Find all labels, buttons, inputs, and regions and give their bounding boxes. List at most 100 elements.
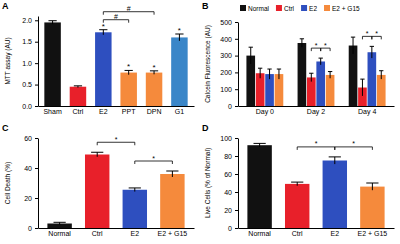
error-bar (254, 143, 266, 147)
error-bar-cap (249, 47, 253, 48)
x-tick-label: Normal (248, 230, 271, 237)
legend-item: E2 + G15 (324, 5, 360, 12)
legend-label: E2 + G15 (332, 5, 360, 12)
plot-area: 0204060NormalCtrlE2E2 + G15** (24, 135, 194, 237)
panel: 0.00.51.01.52.0ShamCtrlE2PPTDPNG1****##M… (2, 1, 195, 115)
error-bar-stem (269, 69, 270, 79)
x-tick-label: E2 + G15 (157, 230, 187, 237)
legend-swatch (240, 5, 246, 11)
bar (85, 155, 109, 229)
legend-swatch (276, 5, 282, 11)
bar (326, 75, 335, 106)
x-tick-label: Normal (48, 230, 71, 237)
y-tick: 40 (224, 189, 238, 196)
legend-label: Normal (248, 5, 270, 12)
y-tick-label: 100 (220, 86, 232, 93)
significance-mark: * (178, 26, 181, 35)
x-tick-label: Ctrl (92, 230, 103, 237)
y-tick-label: 400 (220, 36, 232, 43)
x-tick: Ctrl (92, 230, 103, 237)
bar (95, 32, 111, 106)
y-tick-mark (35, 63, 38, 64)
error-bar (351, 37, 355, 54)
y-tick-mark (35, 42, 38, 43)
x-tick-label: Day 0 (256, 108, 274, 116)
significance-mark: * (315, 42, 318, 49)
error-bar (309, 73, 313, 81)
bar (120, 73, 136, 106)
error-bar-stem (353, 37, 354, 54)
error-bar-stem (320, 58, 321, 65)
error-bar-stem (334, 157, 335, 164)
x-tick-label: E2 (131, 230, 140, 237)
panel: 0204060NormalCtrlE2E2 + G15**Cell Death … (2, 123, 195, 237)
y-tick: 500 (220, 19, 238, 26)
panel-label: C (2, 123, 9, 133)
error-bar-stem (311, 73, 312, 81)
error-bar-stem (52, 21, 53, 24)
error-bar-cap (48, 20, 56, 21)
y-tick-mark (35, 106, 38, 107)
y-axis-title: Calcein Fluorescence (AU) (204, 25, 212, 103)
y-axis-line (238, 23, 239, 107)
bar (316, 61, 325, 106)
error-bar-cap (328, 71, 332, 72)
y-tick-label: 0 (228, 225, 232, 232)
significance-mark: * (127, 62, 130, 71)
error-bar-cap (360, 79, 364, 80)
error-bar-stem (97, 152, 98, 157)
error-bar (166, 171, 178, 177)
y-tick-mark (235, 156, 238, 157)
significance-mark: * (324, 42, 327, 49)
y-tick-mark (235, 210, 238, 211)
error-bar-cap (300, 38, 304, 39)
error-bar-cap (351, 37, 355, 38)
error-bar (249, 47, 253, 64)
y-tick-label: 40 (24, 165, 32, 172)
error-bar-stem (301, 39, 302, 47)
y-axis-title: MTT assay (AU) (4, 37, 12, 84)
y-axis: 0100200300400500 (220, 19, 238, 110)
error-bar-stem (172, 171, 173, 177)
marks (44, 21, 187, 106)
error-bar (360, 79, 364, 96)
panel-label: A (2, 1, 9, 11)
y-tick: 2.0 (22, 17, 38, 24)
y-tick-label: 500 (220, 19, 232, 26)
panel: 0100200300400500Day 0Day 2Day 4****Calce… (202, 1, 395, 116)
bar (360, 187, 384, 228)
x-tick: Day 4 (358, 108, 376, 116)
y-axis: 020406080100 (220, 135, 238, 232)
error-bar-stem (259, 143, 260, 147)
x-tick: E2 + G15 (157, 230, 187, 237)
significance-mark: * (375, 30, 378, 37)
plot-area: 0100200300400500Day 0Day 2Day 4**** (220, 19, 394, 116)
x-tick: E2 (131, 230, 140, 237)
error-bar-stem (260, 68, 261, 78)
legend-item: Ctrl (276, 5, 295, 12)
error-bar-stem (134, 188, 135, 192)
x-tick: Ctrl (73, 108, 84, 115)
error-bar (129, 188, 141, 192)
y-tick: 1.0 (22, 60, 38, 67)
significance-mark: # (114, 13, 118, 20)
y-tick-label: 80 (224, 153, 232, 160)
bar (247, 145, 271, 228)
error-bar (370, 46, 374, 58)
y-tick-mark (235, 89, 238, 90)
panel: 020406080100NormalCtrlE2E2 + G15**Live C… (202, 123, 395, 237)
y-tick: 40 (24, 165, 38, 172)
bar (377, 75, 386, 106)
error-bar-cap (166, 171, 178, 172)
error-bar-stem (381, 71, 382, 79)
x-tick-label: E2 (331, 230, 340, 237)
y-tick-label: 300 (220, 52, 232, 59)
significance-mark: * (102, 22, 105, 31)
y-tick-label: 20 (224, 207, 232, 214)
bar (44, 22, 60, 106)
y-tick: 0.0 (22, 103, 38, 110)
legend-swatch (324, 5, 330, 11)
y-axis-title: Cell Death (%) (4, 162, 12, 204)
figure: 0.00.51.01.52.0ShamCtrlE2PPTDPNG1****##M… (0, 0, 400, 244)
x-tick-label: E2 + G15 (357, 230, 387, 237)
